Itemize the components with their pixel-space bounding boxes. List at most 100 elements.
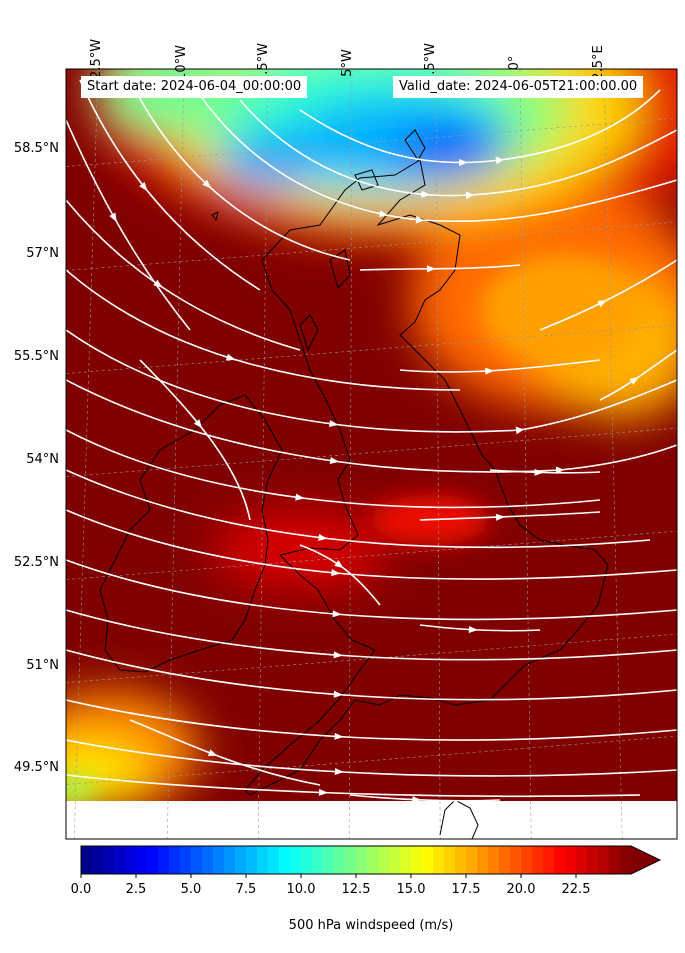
streamline <box>129 79 351 261</box>
valid-date-label: Valid_date: 2024-06-05T21:00:00.00 <box>393 76 644 98</box>
colorbar <box>80 845 662 875</box>
colorbar-segment <box>411 846 423 874</box>
colorbar-segment <box>257 846 269 874</box>
colorbar-segment <box>576 846 588 874</box>
streamline-arrow <box>334 560 344 569</box>
lat-label-58.5n: 58.5°N <box>13 141 59 156</box>
streamline <box>189 79 677 224</box>
streamline <box>299 89 661 165</box>
streamline <box>66 649 677 701</box>
streamline <box>66 119 191 331</box>
streamline-arrow <box>207 749 218 756</box>
colorbar-tick-label: 15.0 <box>397 882 426 897</box>
colorbar-segment <box>444 846 456 874</box>
streamline-arrow <box>295 493 305 501</box>
streamline <box>79 79 261 291</box>
colorbar-segment <box>312 846 324 874</box>
colorbar-segment <box>125 846 137 874</box>
colorbar-segment <box>147 846 159 874</box>
colorbar-segment <box>81 846 93 874</box>
streamline <box>66 509 677 580</box>
streamline-arrow <box>421 190 431 198</box>
colorbar-tick-label: 7.5 <box>236 882 257 897</box>
colorbar-segment <box>301 846 313 874</box>
colorbar-segment <box>268 846 280 874</box>
streamline-arrow <box>329 420 339 428</box>
colorbar-segment <box>224 846 236 874</box>
graticule-meridian <box>73 69 99 839</box>
streamline <box>66 559 677 621</box>
streamline-arrow <box>202 179 212 189</box>
plot-frame <box>65 68 678 840</box>
streamline-arrow <box>332 610 342 618</box>
streamline-arrow <box>329 457 340 464</box>
lat-label-54n: 54°N <box>26 452 59 467</box>
colorbar-segment <box>554 846 566 874</box>
colorbar-segment <box>477 846 489 874</box>
colorbar-tick-label: 20.0 <box>507 882 536 897</box>
graticule-meridian <box>166 69 185 839</box>
colorbar-segment <box>499 846 511 874</box>
graticule-parallel <box>66 735 677 785</box>
colorbar-segment <box>521 846 533 874</box>
streamline <box>299 544 381 606</box>
streamline-arrow <box>334 732 344 740</box>
colorbar-segment <box>367 846 379 874</box>
colorbar-segment <box>235 846 247 874</box>
graticule-lines <box>66 69 677 839</box>
colorbar-segment <box>620 846 632 874</box>
graticule-meridian <box>257 69 269 839</box>
colorbar-tick-label: 12.5 <box>342 882 371 897</box>
colorbar-segment <box>510 846 522 874</box>
graticule-parallel <box>66 324 677 374</box>
start-date-label: Start date: 2024-06-04_00:00:00 <box>81 76 308 98</box>
streamline-arrow <box>331 569 341 577</box>
colorbar-extend-arrow <box>631 846 660 874</box>
graticule-parallel <box>66 117 677 167</box>
lat-label-57n: 57°N <box>26 246 59 261</box>
streamline-arrow <box>485 367 495 375</box>
colorbar-label: 500 hPa windspeed (m/s) <box>288 918 454 933</box>
streamline <box>359 264 521 271</box>
lon-label-0: 0° <box>507 55 522 71</box>
colorbar-segment <box>169 846 181 874</box>
streamline-arrow <box>225 353 236 361</box>
windspeed-field <box>66 69 677 839</box>
colorbar-segment <box>92 846 104 874</box>
colorbar-tick-label: 2.5 <box>126 882 147 897</box>
colorbar-segment <box>103 846 115 874</box>
colorbar-segment <box>279 846 291 874</box>
colorbar-segment <box>433 846 445 874</box>
streamline-arrow <box>379 210 389 218</box>
colorbar-tick-label: 17.5 <box>452 882 481 897</box>
streamline <box>539 259 677 331</box>
colorbar-segment <box>565 846 577 874</box>
streamline <box>66 469 651 549</box>
streamline-arrow <box>139 181 148 192</box>
streamline <box>66 199 301 351</box>
streamline-arrow <box>333 651 343 659</box>
colorbar-segment <box>598 846 610 874</box>
colorbar-segment <box>532 846 544 874</box>
colorbar-segment <box>114 846 126 874</box>
graticule-parallel <box>66 427 677 477</box>
streamline <box>349 794 501 802</box>
streamline <box>66 379 677 475</box>
streamline-arrow <box>318 788 328 796</box>
streamline-arrow <box>629 376 639 385</box>
graticule-meridian <box>435 69 441 839</box>
streamline-arrow <box>333 690 343 698</box>
colorbar-segment <box>356 846 368 874</box>
graticule-meridian <box>348 69 353 839</box>
colorbar-outline <box>80 845 662 875</box>
lon-label-5w: 5°W <box>340 49 355 77</box>
streamline-arrow <box>318 534 328 541</box>
graticule-parallel <box>66 530 677 580</box>
colorbar-segment <box>213 846 225 874</box>
streamline-arrow <box>109 212 117 223</box>
colorbar-segment <box>587 846 599 874</box>
streamline-arrow <box>153 279 163 288</box>
colorbar-segment <box>609 846 621 874</box>
